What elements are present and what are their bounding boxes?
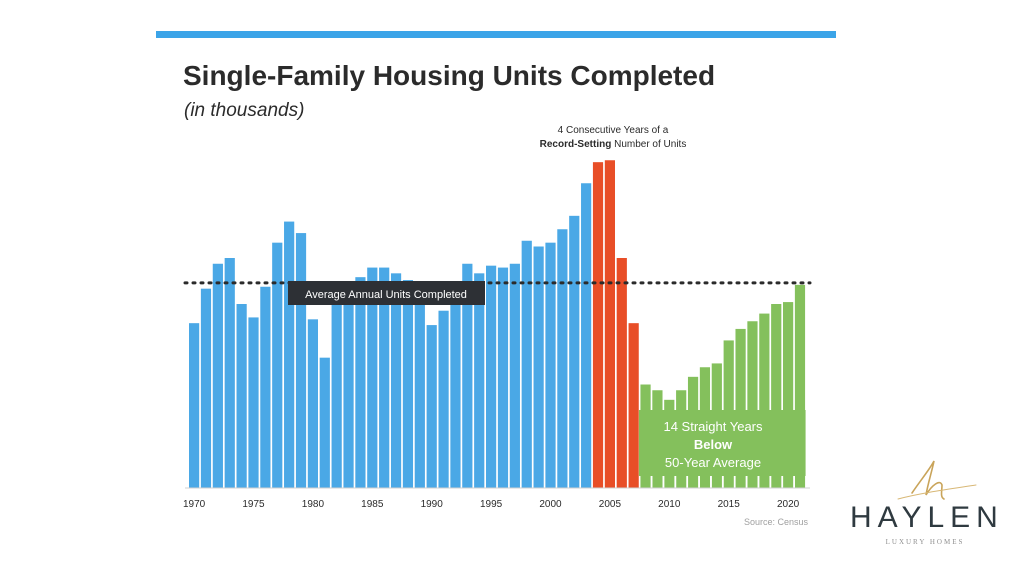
bar-2007	[628, 323, 639, 488]
x-tick-labels-group: 1970 1975 1980 1985 1990 1995 2000 2005 2010 2015…	[183, 499, 800, 510]
bar-2006	[616, 258, 627, 488]
chart-title: Single-Family Housing Units Completed	[183, 60, 716, 91]
average-label-box	[288, 281, 485, 305]
bar-2005	[604, 160, 615, 488]
record-annotation-line2: Record-Setting Number of Units	[540, 139, 687, 150]
bar-1984	[355, 277, 366, 488]
bar-1975	[248, 317, 259, 488]
bar-2020	[783, 302, 794, 488]
below-annotation-line3: 50-Year Average	[665, 455, 761, 470]
green-overlay-group	[638, 410, 806, 488]
x-tick-1970: 1970	[183, 499, 206, 510]
record-annotation-line1: 4 Consecutive Years of a	[558, 125, 669, 136]
panel-gap	[769, 476, 772, 488]
panel-gap	[686, 476, 689, 488]
bar-2003	[581, 183, 592, 488]
bar-2004	[592, 162, 604, 489]
bar-1995	[486, 265, 497, 488]
bar-1974	[236, 304, 247, 488]
bar-1987	[390, 273, 402, 488]
bar-1972	[212, 263, 223, 488]
bar-1979	[295, 233, 307, 488]
bar-1993	[462, 263, 473, 488]
record-annotation-bold: Record-Setting	[540, 139, 612, 150]
logo-mark-icon	[897, 460, 977, 500]
bar-1989	[414, 291, 425, 488]
panel-gap	[757, 476, 760, 488]
x-tick-1995: 1995	[480, 499, 503, 510]
x-tick-2015: 2015	[718, 499, 741, 510]
x-tick-1975: 1975	[242, 499, 265, 510]
panel-gap	[710, 476, 712, 488]
x-tick-1980: 1980	[302, 499, 325, 510]
bar-1992	[450, 292, 461, 488]
x-tick-2000: 2000	[539, 499, 562, 510]
bar-2016	[735, 328, 746, 488]
bar-1985	[367, 267, 378, 488]
panel-gap	[734, 476, 736, 488]
logo-tagline: LUXURY HOMES	[885, 538, 965, 546]
x-tick-1985: 1985	[361, 499, 384, 510]
panel-gap	[722, 476, 724, 488]
bar-2002	[569, 215, 580, 488]
bar-1982	[331, 282, 342, 488]
bar-2021	[794, 284, 806, 488]
bar-1991	[438, 310, 449, 488]
logo-brand: HAYLEN	[850, 501, 1004, 534]
bar-1981	[319, 357, 330, 488]
chart-subtitle: (in thousands)	[184, 100, 305, 121]
bar-1971	[200, 288, 212, 488]
bar-1986	[379, 267, 390, 488]
bars-group	[189, 160, 806, 489]
bar-2000	[545, 242, 556, 488]
bar-1999	[533, 246, 544, 488]
x-tick-2010: 2010	[658, 499, 681, 510]
bar-1983	[343, 292, 354, 488]
x-tick-2020: 2020	[777, 499, 800, 510]
below-average-panel	[638, 410, 806, 476]
bar-1988	[402, 280, 414, 488]
source-note: Source: Census	[744, 517, 809, 527]
bar-1978	[284, 221, 295, 488]
panel-gap	[662, 476, 665, 488]
bar-2001	[557, 229, 568, 488]
record-annotation-rest: Number of Units	[611, 139, 686, 150]
top-accent-bar	[156, 31, 836, 38]
panel-gap	[650, 476, 653, 488]
average-label: Average Annual Units Completed	[305, 289, 467, 301]
bar-1990	[426, 325, 437, 488]
bar-2019	[771, 304, 782, 488]
bar-2018	[759, 313, 770, 488]
panel-gap	[674, 476, 677, 488]
haylen-logo: HAYLEN LUXURY HOMES	[850, 455, 1000, 550]
bar-1977	[272, 242, 283, 488]
x-tick-1990: 1990	[421, 499, 444, 510]
bar-1994	[474, 273, 485, 488]
panel-gap	[698, 476, 700, 488]
bar-1976	[260, 286, 271, 488]
bar-1973	[224, 258, 235, 488]
panel-gap	[781, 476, 784, 488]
x-tick-2005: 2005	[599, 499, 622, 510]
bar-1980	[307, 319, 318, 488]
bar-2017	[747, 321, 758, 488]
panel-gap	[793, 476, 795, 488]
bar-1997	[509, 263, 520, 488]
bar-1970	[189, 323, 200, 488]
bar-1996	[497, 267, 509, 488]
below-annotation-line1: 14 Straight Years	[663, 419, 763, 434]
panel-gap	[745, 476, 748, 488]
bar-1998	[521, 240, 532, 488]
below-annotation-line2: Below	[694, 437, 733, 452]
